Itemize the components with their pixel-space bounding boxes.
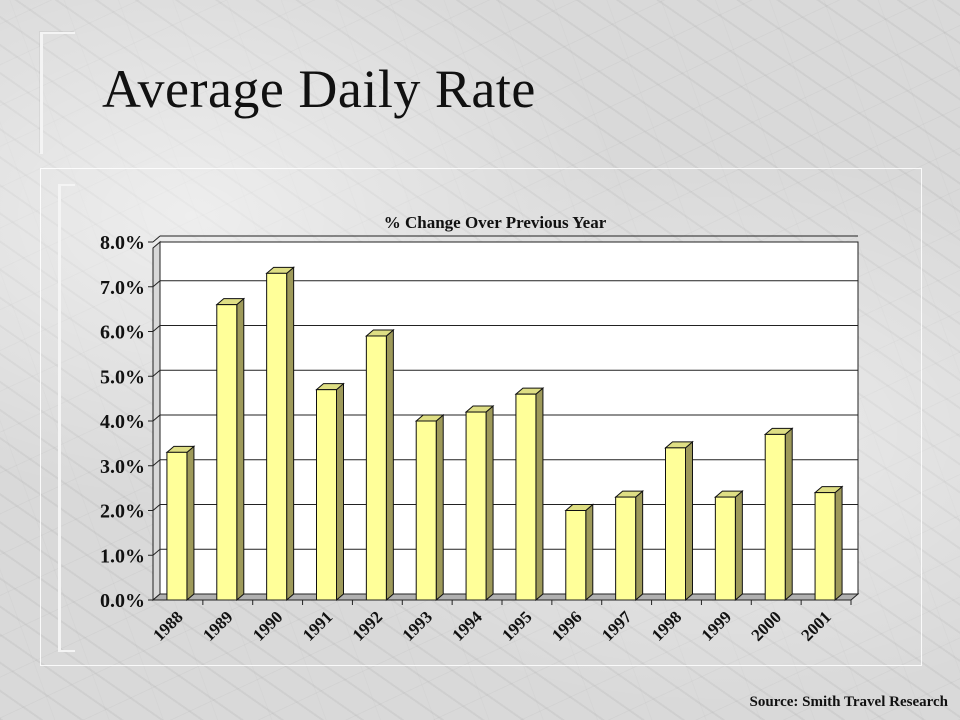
gridline-side xyxy=(152,414,161,422)
x-tick-label: 1991 xyxy=(299,607,336,644)
bar-side xyxy=(336,382,344,602)
content-frame xyxy=(40,168,922,666)
y-tick-label: 0.0% xyxy=(100,590,145,612)
bar-side xyxy=(585,503,594,602)
bar-side xyxy=(435,413,444,602)
bar-side xyxy=(535,387,544,602)
x-tick-label: 1994 xyxy=(448,607,486,645)
gridline-side xyxy=(152,369,161,377)
y-tick-label: 2.0% xyxy=(100,501,145,523)
y-tick-label: 4.0% xyxy=(100,411,145,433)
plot-side-wall xyxy=(152,240,161,602)
chart-title: % Change Over Previous Year xyxy=(384,213,607,232)
content-bracket-decoration xyxy=(58,184,75,652)
bar-side xyxy=(385,328,394,602)
bar xyxy=(714,496,736,601)
x-tick-label: 1993 xyxy=(399,607,436,644)
y-tick-label: 7.0% xyxy=(100,277,145,299)
bar xyxy=(515,393,537,601)
y-tick-label: 3.0% xyxy=(100,456,145,478)
title-bracket-decoration xyxy=(40,32,75,154)
bar xyxy=(216,304,238,601)
page-title: Average Daily Rate xyxy=(102,59,536,119)
x-tick-label: 1999 xyxy=(698,607,735,644)
bar-side xyxy=(734,489,743,602)
x-tick-label: 1996 xyxy=(548,607,585,644)
x-tick-label: 1992 xyxy=(349,607,386,644)
bar-side xyxy=(485,404,494,602)
bar xyxy=(365,335,387,601)
bar xyxy=(764,433,786,601)
bar xyxy=(565,510,587,601)
plot-floor xyxy=(151,593,860,601)
bar-side xyxy=(236,297,245,602)
source-note: Source: Smith Travel Research xyxy=(749,694,948,710)
gridline-side xyxy=(152,280,161,288)
plot-area: 0.0% 1.0% 2.0% 3.0% 4.0% 5.0% 6.0% 7.0% 8.0% 1988… xyxy=(100,232,860,645)
x-tick-label: 1995 xyxy=(498,607,535,644)
bar-side xyxy=(186,445,195,602)
bar-side xyxy=(784,427,793,602)
x-tick-label: 1997 xyxy=(598,607,636,645)
bar xyxy=(266,272,288,601)
x-tick-label: 1989 xyxy=(199,607,236,644)
x-tick-label: 1998 xyxy=(648,607,685,644)
y-tick-label: 6.0% xyxy=(100,322,145,344)
bar xyxy=(415,420,437,601)
bar xyxy=(316,389,337,601)
bar-side xyxy=(685,440,693,602)
gridline-side xyxy=(152,325,161,332)
gridline-side xyxy=(152,459,161,467)
bar xyxy=(814,492,836,601)
plot-back-wall xyxy=(159,241,859,595)
y-tick-label: 5.0% xyxy=(100,366,145,388)
bar xyxy=(665,447,686,601)
y-tick-label: 1.0% xyxy=(100,545,145,567)
x-tick-label: 1988 xyxy=(149,607,186,644)
bar xyxy=(615,496,637,601)
x-tick-label: 2001 xyxy=(797,607,834,644)
bar xyxy=(465,411,487,601)
bar-side xyxy=(635,489,644,602)
gridline-side xyxy=(152,548,161,556)
gridline-side xyxy=(152,504,161,511)
bar xyxy=(166,451,188,601)
bar-side xyxy=(286,266,295,602)
gridline-side xyxy=(152,235,161,243)
x-tick-label: 2000 xyxy=(748,607,785,644)
bar-side xyxy=(834,485,843,602)
x-tick-label: 1990 xyxy=(249,607,286,644)
y-tick-label: 8.0% xyxy=(100,232,145,254)
